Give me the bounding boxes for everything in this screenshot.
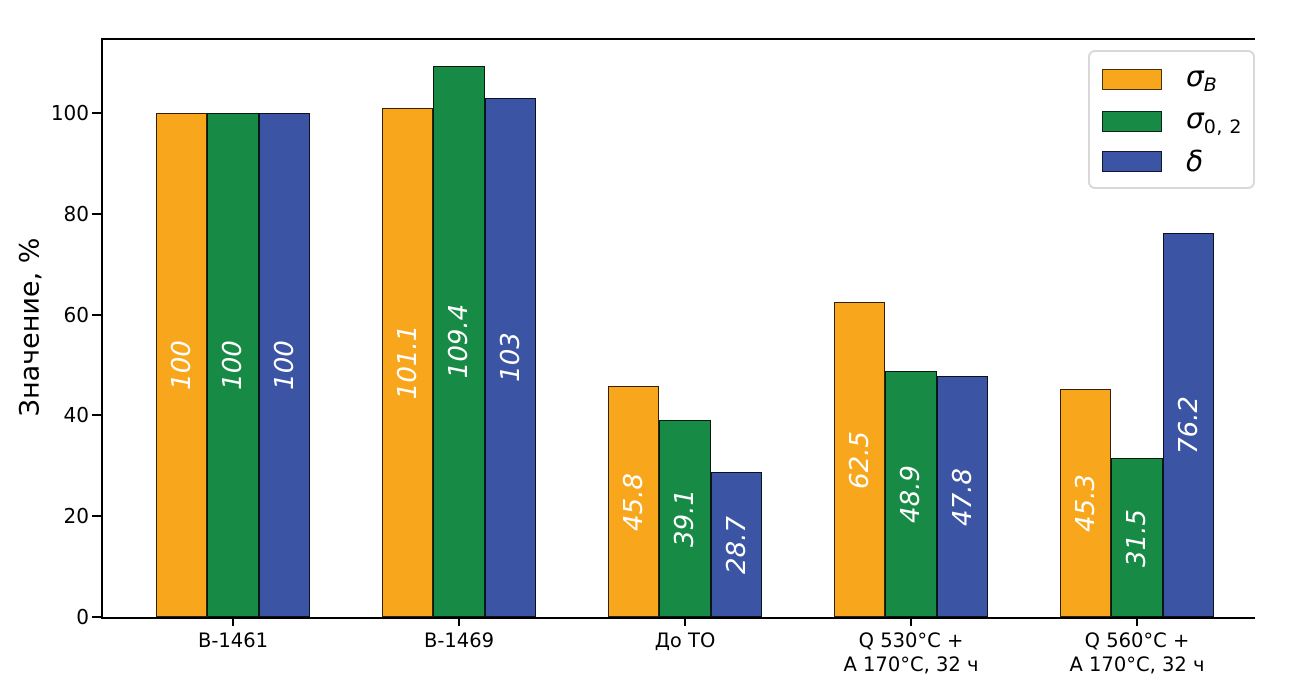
x-tick-label: В-1461 <box>197 629 269 652</box>
y-tick-label: 0 <box>76 605 89 629</box>
bar-σB-4 <box>1059 388 1112 617</box>
legend-label: σ0, 2 <box>1186 102 1243 139</box>
x-tick-label: Q 530°C + А 170°C, 32 ч <box>843 629 979 676</box>
legend: σB σ0, 2 δ <box>1088 50 1255 189</box>
x-tick <box>232 619 234 626</box>
bar-δ-0 <box>258 113 311 617</box>
legend-label: σB <box>1186 60 1218 97</box>
bar-δ-4 <box>1162 233 1215 617</box>
y-tick-label: 80 <box>63 201 89 226</box>
x-tick <box>1136 619 1138 626</box>
bar-δ-3 <box>936 376 989 617</box>
y-tick <box>92 112 101 115</box>
x-tick <box>684 619 686 626</box>
y-tick <box>92 515 101 518</box>
y-tick <box>92 313 101 316</box>
bar-σ0,2-0 <box>207 113 259 617</box>
legend-item-σB: σB <box>1102 63 1253 95</box>
bar-σB-0 <box>155 113 208 617</box>
bar-δ-1 <box>484 97 537 617</box>
bar-σ0,2-3 <box>885 370 937 617</box>
bar-σ0,2-1 <box>433 65 485 617</box>
y-axis-label: Значение, % <box>14 237 46 417</box>
legend-label: δ <box>1186 144 1204 178</box>
y-tick-label: 20 <box>63 504 89 529</box>
x-tick-label: До ТО <box>654 629 716 652</box>
legend-color-swatch <box>1102 68 1162 90</box>
y-tick-label: 60 <box>63 302 89 327</box>
legend-color-swatch <box>1102 110 1162 132</box>
bar-σ0,2-4 <box>1111 458 1163 617</box>
y-tick <box>92 414 101 417</box>
x-tick <box>458 619 460 626</box>
plot-area: 0 20 40 60 80 100 В-1461 В-1469 До ТО Q 530°C + А… <box>51 38 1255 676</box>
bar-σB-3 <box>833 302 886 617</box>
x-tick-label: В-1469 <box>423 629 495 652</box>
bar-σ0,2-2 <box>659 419 711 617</box>
bar-σB-1 <box>381 107 434 617</box>
y-tick <box>92 616 101 618</box>
x-tick-label: Q 560°C + А 170°C, 32 ч <box>1069 629 1205 676</box>
legend-item-δ: δ <box>1102 144 1253 178</box>
bar-σB-2 <box>607 386 660 617</box>
y-tick <box>92 212 101 215</box>
legend-item-σ0,2: σ0, 2 <box>1102 105 1253 137</box>
bar-δ-2 <box>710 472 763 617</box>
y-tick-label: 100 <box>50 101 89 126</box>
y-tick-label: 40 <box>63 403 89 428</box>
legend-color-swatch <box>1102 151 1162 173</box>
x-tick <box>910 619 912 626</box>
